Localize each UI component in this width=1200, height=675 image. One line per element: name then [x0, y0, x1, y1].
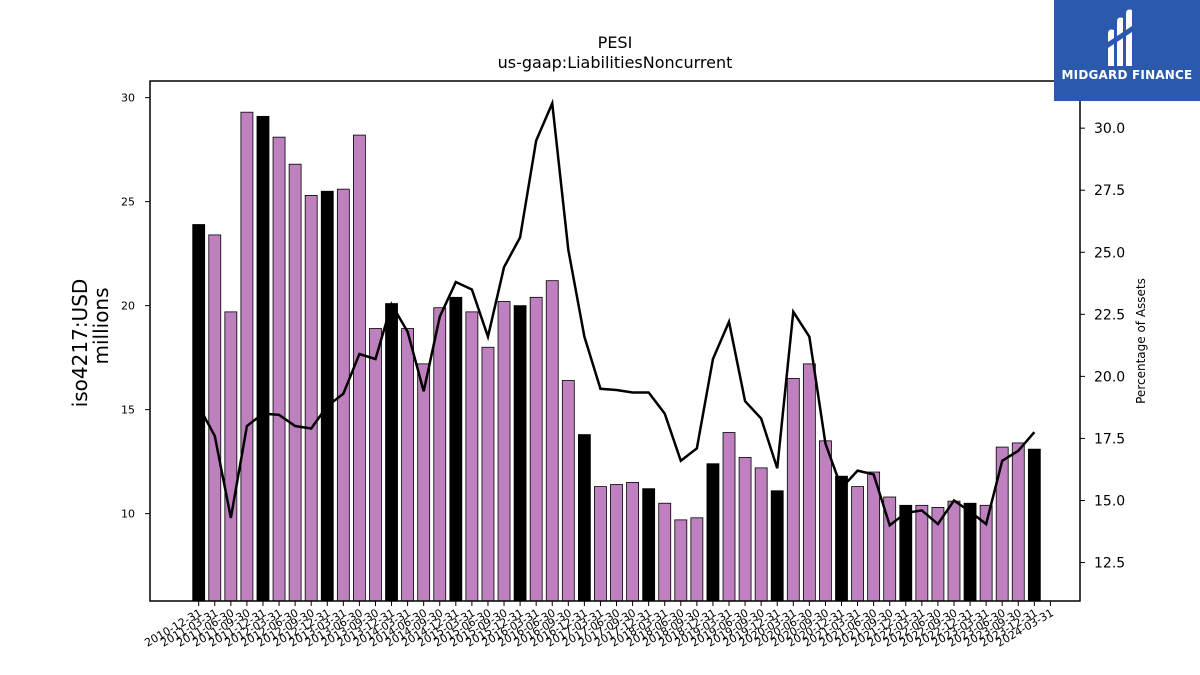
- left-y-axis: 10 15 20 25 30: [121, 92, 150, 521]
- y2-tick-label: 27.5: [1094, 183, 1125, 199]
- bar: [915, 504, 929, 602]
- bar: [513, 305, 527, 602]
- bar: [304, 194, 318, 602]
- bar: [272, 136, 286, 602]
- bar: [819, 440, 832, 602]
- bar: [674, 519, 688, 602]
- bar: [722, 432, 736, 602]
- y2-tick-label: 12.5: [1094, 556, 1125, 572]
- bar: [465, 311, 479, 602]
- y-axis-label-scale: millions: [89, 287, 113, 364]
- bar: [240, 111, 254, 602]
- bar: [577, 434, 591, 602]
- y2-tick-label: 25.0: [1094, 245, 1125, 261]
- bar: [481, 346, 495, 602]
- bar: [497, 301, 511, 602]
- bar: [706, 463, 720, 602]
- bar: [658, 502, 672, 602]
- y2-tick-label: 17.5: [1094, 431, 1125, 447]
- bar: [320, 190, 334, 602]
- logo-text: MIDGARD FINANCE: [1061, 68, 1193, 82]
- y2-tick-label: 30.0: [1094, 121, 1125, 137]
- bar: [352, 134, 366, 602]
- bar: [770, 490, 784, 602]
- chart-subtitle: us-gaap:LiabilitiesNoncurrent: [498, 53, 733, 72]
- bar: [256, 115, 270, 602]
- plot-frame: [149, 80, 1081, 602]
- y-tick-label: 15: [121, 404, 135, 417]
- bar-series: [192, 111, 1041, 602]
- bar: [610, 484, 623, 602]
- y-tick-label: 25: [121, 196, 135, 209]
- bar: [754, 467, 768, 602]
- percentage-line: [197, 98, 1036, 528]
- bar: [835, 475, 848, 602]
- bar: [626, 482, 639, 602]
- bar: [642, 488, 656, 602]
- midgard-finance-logo: MIDGARD FINANCE: [1054, 0, 1200, 101]
- bar: [1027, 448, 1041, 602]
- bar: [433, 307, 447, 602]
- y2-axis-label: Percentage of Assets: [1134, 278, 1148, 404]
- bar: [401, 328, 415, 602]
- y2-tick-label: 22.5: [1094, 307, 1125, 323]
- bar: [1011, 442, 1025, 602]
- y2-tick-label: 20.0: [1094, 369, 1125, 385]
- logo-mark-icon: [1108, 9, 1132, 66]
- bar: [899, 504, 913, 602]
- bar: [417, 363, 431, 602]
- bar: [529, 296, 543, 602]
- bar: [947, 500, 961, 602]
- bar: [851, 486, 864, 602]
- y-tick-label: 20: [121, 300, 135, 313]
- y-tick-label: 30: [121, 92, 135, 105]
- bar: [802, 363, 816, 602]
- bar: [690, 517, 704, 602]
- bar: [561, 380, 575, 602]
- right-y-axis: 12.5 15.0 17.5 20.0 22.5 25.0 27.5 30.0: [1080, 121, 1125, 572]
- bar: [545, 280, 559, 602]
- y-axis-label-units: iso4217:USD: [68, 279, 92, 408]
- chart-title: PESI: [598, 33, 633, 52]
- bar: [594, 486, 607, 602]
- y-tick-label: 10: [121, 508, 135, 521]
- bar: [208, 234, 222, 602]
- bar: [963, 502, 977, 602]
- bar: [995, 446, 1009, 602]
- bar: [738, 457, 752, 602]
- bar: [288, 163, 302, 602]
- bar: [385, 303, 398, 602]
- y2-tick-label: 15.0: [1094, 493, 1125, 509]
- bar: [369, 328, 382, 602]
- bar: [449, 296, 463, 602]
- x-axis: 2010-12-312011-03-312011-06-302011-09-30…: [142, 601, 1056, 650]
- bar: [224, 311, 238, 602]
- bar: [786, 378, 800, 602]
